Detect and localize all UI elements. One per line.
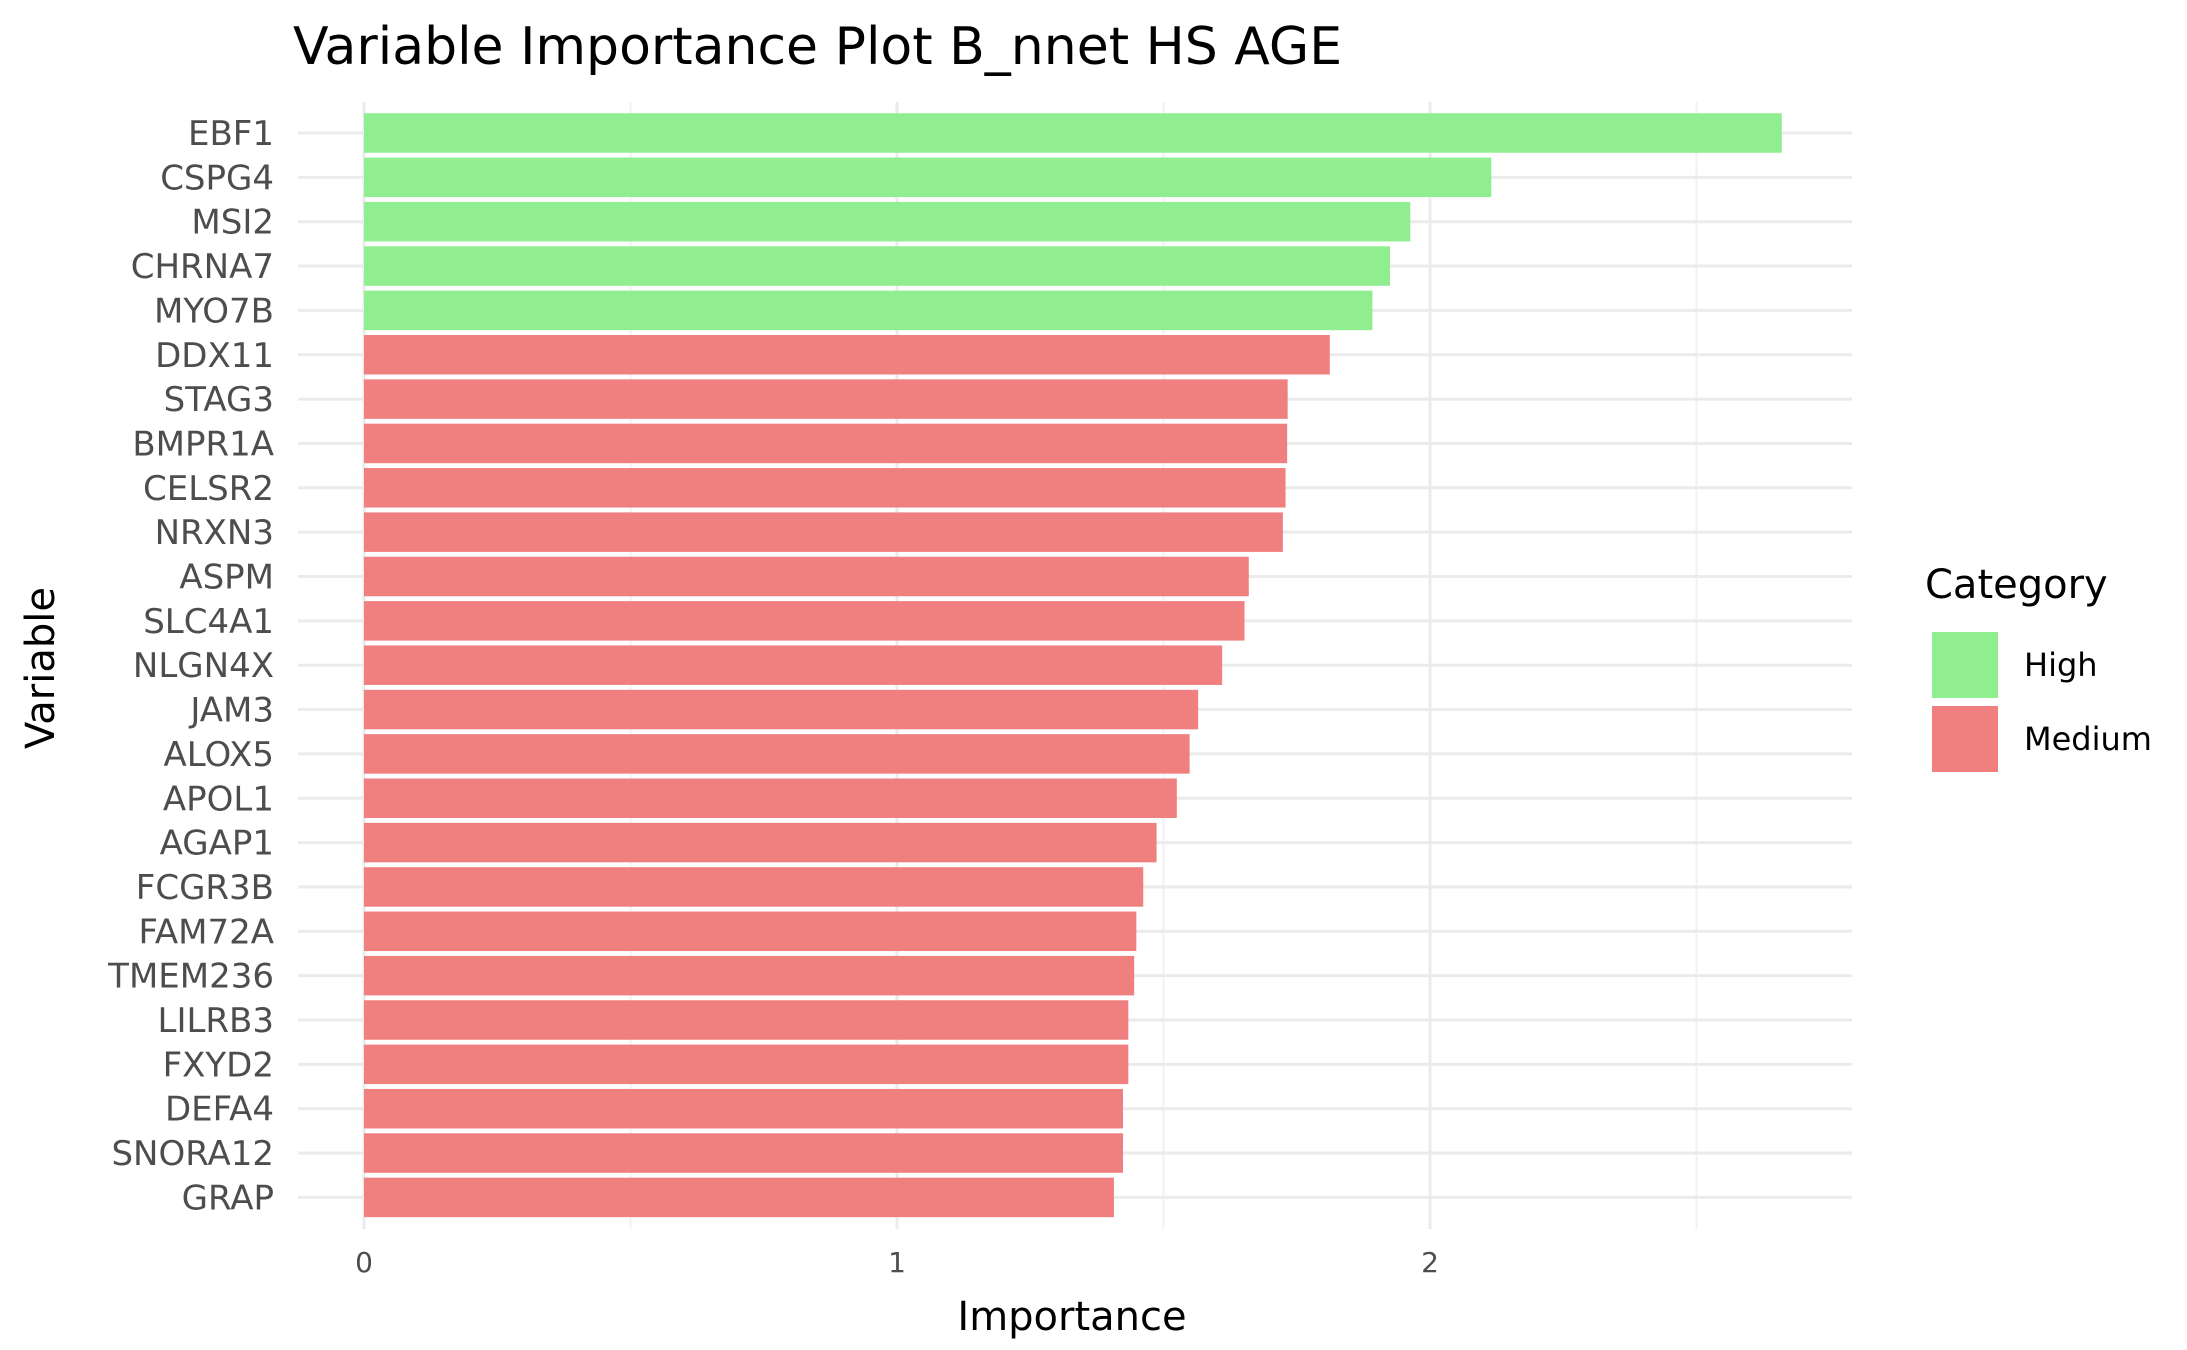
y-axis-title: Variable <box>18 587 64 749</box>
bar-agap1 <box>364 822 1157 863</box>
bar-apol1 <box>364 778 1177 818</box>
bars-layer <box>364 113 1782 1218</box>
y-tick-label: CSPG4 <box>160 158 274 198</box>
y-tick-label: STAG3 <box>164 380 274 420</box>
x-tick-label: 1 <box>888 1246 906 1279</box>
y-tick-label: FAM72A <box>138 912 274 952</box>
y-tick-label: ASPM <box>179 558 274 598</box>
legend-label-medium: Medium <box>2024 720 2152 758</box>
bar-ebf1 <box>364 113 1782 153</box>
bar-msi2 <box>364 201 1411 242</box>
y-tick-label: CHRNA7 <box>131 247 274 287</box>
legend-label-high: High <box>2024 646 2098 684</box>
bar-tmem236 <box>364 955 1135 996</box>
y-tick-label: SLC4A1 <box>143 602 274 642</box>
bar-cspg4 <box>364 157 1492 198</box>
bar-snora12 <box>364 1133 1123 1173</box>
bar-aspm <box>364 556 1249 597</box>
bar-defa4 <box>364 1088 1123 1129</box>
y-tick-label: ALOX5 <box>164 735 275 775</box>
legend-items: High Medium <box>1932 632 2152 772</box>
x-axis-title: Importance <box>957 1294 1186 1340</box>
y-tick-label: DEFA4 <box>165 1090 274 1130</box>
y-tick-label: GRAP <box>182 1178 274 1218</box>
y-tick-label: DDX11 <box>155 336 274 376</box>
y-tick-label: CELSR2 <box>143 469 274 509</box>
bar-chrna7 <box>364 246 1391 286</box>
y-tick-label: APOL1 <box>163 779 274 819</box>
legend-key-high <box>1932 632 1998 698</box>
legend: Category High Medium <box>1925 562 2152 772</box>
x-tick-labels: 0 1 2 <box>355 1246 1439 1279</box>
bar-bmpr1a <box>364 423 1288 464</box>
y-tick-label: FXYD2 <box>163 1045 274 1085</box>
bar-slc4a1 <box>364 601 1245 641</box>
y-tick-label: TMEM236 <box>107 957 274 997</box>
legend-title: Category <box>1925 562 2108 608</box>
x-tick-label: 2 <box>1421 1246 1439 1279</box>
y-tick-label: NRXN3 <box>155 513 274 553</box>
y-tick-label: BMPR1A <box>132 424 274 464</box>
y-tick-label: MSI2 <box>191 203 274 243</box>
legend-key-medium <box>1932 706 1998 772</box>
bar-nrxn3 <box>364 512 1283 552</box>
bar-myo7b <box>364 290 1373 331</box>
bar-fam72a <box>364 911 1137 952</box>
y-tick-label: MYO7B <box>154 291 274 331</box>
bar-lilrb3 <box>364 1000 1129 1040</box>
bar-alox5 <box>364 734 1190 774</box>
chart-title: Variable Importance Plot B_nnet HS AGE <box>293 17 1342 77</box>
bar-grap <box>364 1177 1114 1218</box>
bar-jam3 <box>364 689 1199 730</box>
bar-celsr2 <box>364 468 1286 508</box>
bar-nlgn4x <box>364 645 1223 685</box>
y-tick-label: NLGN4X <box>133 646 274 686</box>
y-tick-label: AGAP1 <box>160 824 274 864</box>
x-tick-label: 0 <box>355 1246 373 1279</box>
bar-ddx11 <box>364 335 1330 375</box>
y-tick-label: SNORA12 <box>111 1134 274 1174</box>
y-tick-label: EBF1 <box>188 114 274 154</box>
y-tick-label: LILRB3 <box>158 1001 275 1041</box>
bar-fxyd2 <box>364 1044 1129 1085</box>
y-tick-label: FCGR3B <box>136 868 274 908</box>
bar-fcgr3b <box>364 867 1144 907</box>
bar-stag3 <box>364 379 1288 419</box>
y-tick-label: JAM3 <box>188 691 274 731</box>
